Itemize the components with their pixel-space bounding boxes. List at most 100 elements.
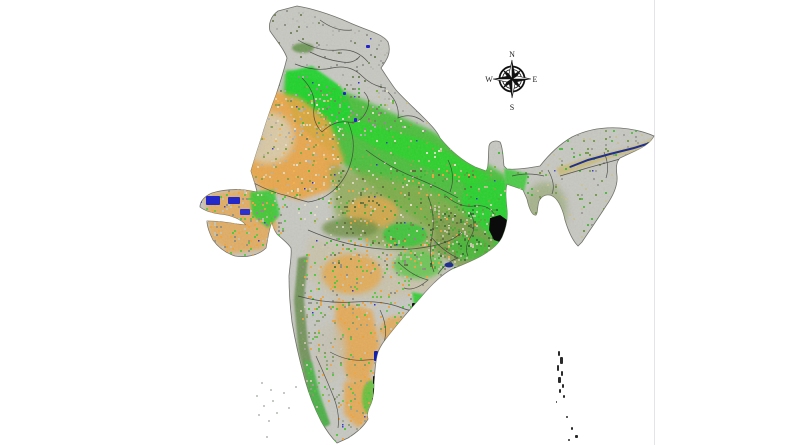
speckle xyxy=(639,158,641,160)
speckle xyxy=(249,138,251,140)
speckle xyxy=(404,416,406,418)
compass-point-ne xyxy=(512,69,522,79)
speckle xyxy=(400,8,402,10)
speckle xyxy=(571,248,573,250)
speckle xyxy=(637,242,639,244)
speckle xyxy=(605,224,607,226)
speckle xyxy=(266,248,268,250)
speckle xyxy=(446,296,448,298)
speckle xyxy=(498,259,500,261)
speckle xyxy=(484,114,486,116)
speckle xyxy=(244,318,246,320)
speckle xyxy=(420,348,422,350)
speckle xyxy=(348,18,350,20)
speckle xyxy=(424,38,426,40)
speckle xyxy=(396,336,398,338)
speckle xyxy=(412,94,414,96)
speckle xyxy=(220,254,222,256)
speckle xyxy=(306,390,308,392)
speckle xyxy=(394,376,396,378)
speckle xyxy=(635,200,637,202)
speckle xyxy=(255,132,257,134)
speckle xyxy=(531,162,533,164)
speckle xyxy=(644,34,646,36)
speckle xyxy=(563,232,565,234)
speckle xyxy=(478,122,480,124)
speckle xyxy=(444,128,446,130)
speckle xyxy=(406,36,408,38)
speckle xyxy=(314,428,316,430)
speckle xyxy=(462,94,464,96)
india-land-cover-map xyxy=(199,5,663,444)
rann-of-kutch-wetland xyxy=(228,197,240,204)
speckle xyxy=(306,398,308,400)
speckle xyxy=(474,265,476,267)
speckle xyxy=(241,162,243,164)
speckle xyxy=(563,246,565,248)
speckle xyxy=(633,244,635,246)
speckle xyxy=(210,218,212,220)
speckle xyxy=(243,176,245,178)
speckle xyxy=(502,265,504,267)
speckle xyxy=(617,166,619,168)
speckle xyxy=(509,240,511,242)
state-boundary-line xyxy=(294,63,387,89)
speckle xyxy=(432,104,434,106)
speckle xyxy=(430,68,432,70)
speckle xyxy=(496,249,498,251)
speckle xyxy=(649,170,651,172)
speckle xyxy=(370,434,372,436)
speckle xyxy=(488,290,490,292)
speckle xyxy=(202,246,204,248)
speckle xyxy=(302,416,304,418)
speckle xyxy=(549,228,551,230)
speckle xyxy=(414,84,416,86)
speckle xyxy=(645,186,647,188)
speckle xyxy=(224,188,226,190)
speckle xyxy=(428,64,430,66)
speckle xyxy=(414,92,416,94)
speckle xyxy=(370,412,372,414)
speckle xyxy=(398,28,400,30)
speckle xyxy=(472,90,474,92)
speckle xyxy=(370,416,372,418)
speckle xyxy=(521,136,523,138)
speckle xyxy=(450,348,452,350)
state-boundary-line xyxy=(297,39,369,63)
speckle xyxy=(388,356,390,358)
speckle xyxy=(536,230,538,232)
speckle xyxy=(400,330,402,332)
speckle xyxy=(396,416,398,418)
speckle xyxy=(278,54,280,56)
speckle xyxy=(530,336,532,338)
speckle xyxy=(414,56,416,58)
speckle xyxy=(531,160,533,162)
speckle xyxy=(426,52,428,54)
speckle xyxy=(576,338,578,340)
speckle xyxy=(515,150,517,152)
speckle xyxy=(380,386,382,388)
speckle xyxy=(462,267,464,269)
speckle xyxy=(446,112,448,114)
speckle xyxy=(304,390,306,392)
speckle xyxy=(420,82,422,84)
speckle xyxy=(661,158,663,160)
speckle xyxy=(613,226,615,228)
speckle xyxy=(442,306,444,308)
speckle xyxy=(398,410,400,412)
speckle xyxy=(247,126,249,128)
speckle xyxy=(549,244,551,246)
state-boundary-line xyxy=(397,261,429,290)
speckle xyxy=(542,120,544,122)
speckle xyxy=(398,428,400,430)
speckle xyxy=(400,378,402,380)
speckle xyxy=(488,267,490,269)
compass-point-east xyxy=(510,75,532,82)
compass-hub xyxy=(510,77,514,81)
speckle xyxy=(468,267,470,269)
speckle xyxy=(354,14,356,16)
speckle xyxy=(382,408,384,410)
speckle xyxy=(251,98,253,100)
speckle xyxy=(302,378,304,380)
